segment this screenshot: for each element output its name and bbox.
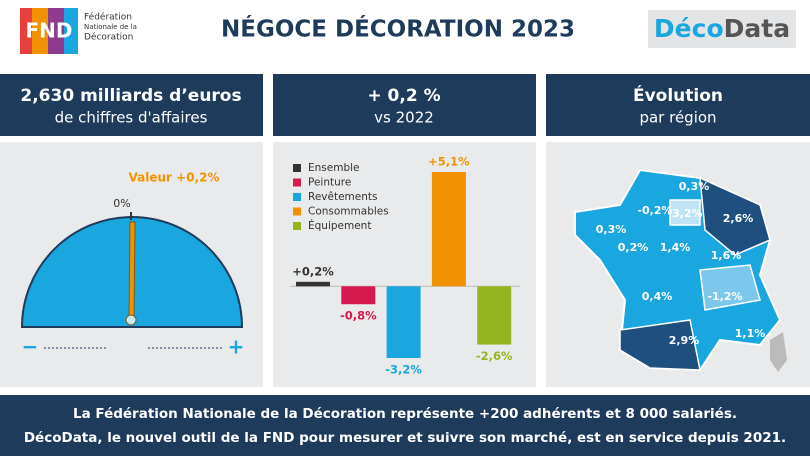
brand-box [648,10,796,48]
panel-title: Évolution [633,84,723,106]
map-region [619,319,701,371]
gauge-plus: + [228,335,245,359]
logo-bar [64,8,78,54]
logo-text: FND [25,19,72,43]
legend-swatch [293,164,301,172]
legend-label: Équipement [308,219,371,232]
value-label: -0,8% [340,309,377,323]
panel-header [546,74,810,136]
legend-swatch [293,207,301,216]
panel-subtitle: de chiffres d'affaires [55,109,208,127]
brand-part: Déco [654,14,724,43]
map-label: -1,2% [707,290,742,303]
gauge-minus: − [22,335,39,359]
footer-line: DécoData, le nouvel outil de la FND pour… [24,430,786,446]
bar [477,286,512,345]
footer-line: La Fédération Nationale de la Décoration… [73,406,737,422]
bar [386,286,421,358]
gauge-label: Valeur +0,2% [129,171,220,185]
bar [296,281,330,287]
map-corsica [770,332,787,372]
logo-bar [48,8,64,54]
map-label: 1,6% [711,249,742,262]
gauge-needle [128,221,136,321]
panel-header [273,74,536,136]
bar [431,172,466,287]
legend-label: Ensemble [308,162,360,174]
logo-line: Nationale de la [84,23,137,31]
legend-swatch [293,193,301,201]
value-label: -2,6% [476,349,513,363]
logo-bar [32,8,48,54]
title: NÉGOCE DÉCORATION 2023 [221,15,575,43]
map-label: 2,6% [723,212,754,225]
gauge-pivot [125,314,137,326]
map-label: 0,2% [618,241,649,254]
brand: DécoData [654,14,790,43]
gauge-zero: 0% [113,197,130,210]
panel-subtitle: par région [639,109,716,127]
value-label: -3,2% [385,363,422,377]
legend-swatch [293,222,301,230]
map-label: 0,3% [596,223,627,236]
map-label: -3,2% [667,207,702,220]
map-label: -0,2% [637,204,672,217]
logo-bar [20,8,32,54]
legend-label: Consommables [308,206,389,218]
value-label: +5,1% [428,155,470,169]
map-region [669,199,701,226]
map-labels: 0,3% -0,2%-3,2% 2,6% 0,3% 0,2% 1,4% 1,6% 0,4% -1… [596,180,766,347]
map-label: 0,3% [679,180,710,193]
map-label: 1,1% [735,327,766,340]
panel-header [0,74,263,136]
bar [341,286,376,305]
bar-chart: Ensemble Peinture Revêtements ConsommablesÉ… [290,155,520,377]
footer [0,395,810,456]
legend-label: Revêtements [308,191,377,203]
panel-title: 2,630 milliards d’euros [20,86,241,106]
panel-subtitle: vs 2022 [374,109,434,127]
logo-line: Fédération [84,12,132,23]
map-region [699,264,761,311]
legend-swatch [293,178,301,187]
value-label: +0,2% [292,264,334,278]
logo-line: Décoration [84,32,133,43]
legend-label: Peinture [308,177,351,189]
map-region [699,176,771,256]
panel-title: + 0,2 % [367,86,440,106]
map-label: 1,4% [660,241,691,254]
map-label: 2,9% [669,334,700,347]
brand-part: Data [724,14,790,43]
map-label: 0,4% [642,290,673,303]
